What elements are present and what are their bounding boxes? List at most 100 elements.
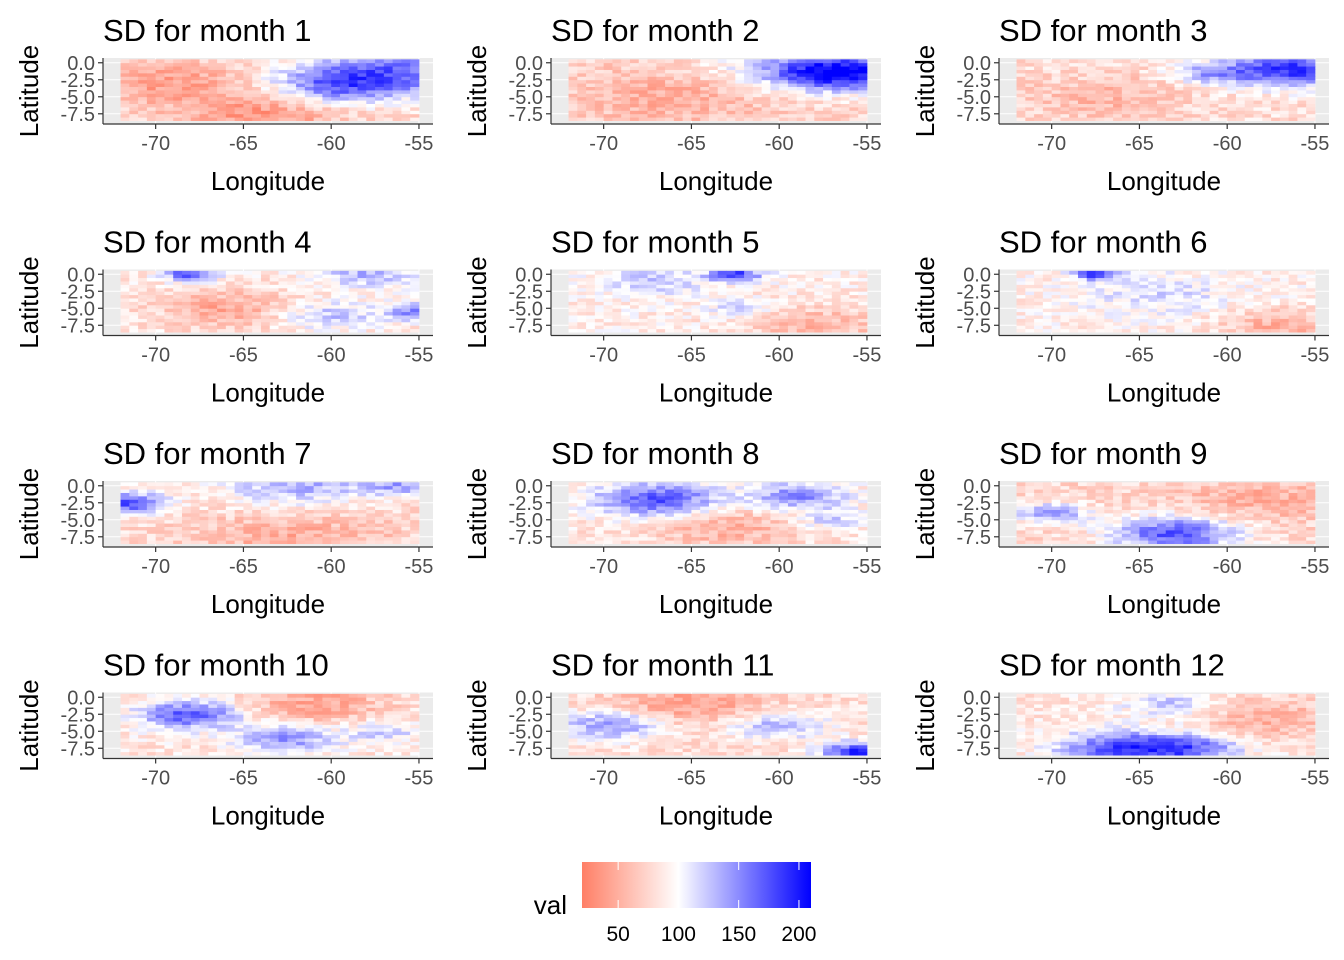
- heatmap-cell: [717, 76, 727, 81]
- heatmap-cell: [278, 489, 288, 493]
- heatmap-cell: [120, 311, 130, 316]
- heatmap-cell: [823, 315, 833, 319]
- heatmap-cell: [208, 287, 218, 292]
- heatmap-cell: [243, 103, 253, 108]
- heatmap-cell: [190, 281, 200, 285]
- heatmap-cell: [586, 277, 596, 282]
- heatmap-cell: [629, 79, 640, 84]
- heatmap-cell: [348, 72, 358, 77]
- heatmap-cell: [1244, 284, 1254, 289]
- heatmap-cell: [392, 509, 402, 514]
- heatmap-cell: [278, 270, 288, 275]
- heatmap-cell: [735, 533, 745, 538]
- heatmap-cell: [638, 304, 648, 309]
- heatmap-cell: [577, 110, 587, 115]
- heatmap-cell: [770, 270, 780, 275]
- heatmap-cell: [181, 325, 192, 330]
- heatmap-cell: [779, 59, 789, 64]
- heatmap-cell: [138, 86, 148, 91]
- heatmap-cell: [208, 291, 218, 296]
- heatmap-cell: [726, 298, 736, 302]
- heatmap-cell: [366, 79, 376, 84]
- heatmap-cell: [1192, 79, 1202, 84]
- heatmap-cell: [840, 294, 850, 299]
- heatmap-cell: [1042, 321, 1053, 326]
- heatmap-cell: [181, 301, 192, 306]
- heatmap-cell: [164, 281, 174, 285]
- heatmap-cell: [138, 311, 148, 316]
- heatmap-cell: [348, 281, 358, 285]
- heatmap-cell: [322, 529, 332, 534]
- heatmap-cell: [269, 298, 279, 302]
- heatmap-cell: [1218, 86, 1228, 91]
- heatmap-cell: [823, 291, 833, 296]
- heatmap-cell: [752, 489, 763, 493]
- heatmap-cell: [331, 298, 341, 302]
- heatmap-cell: [673, 59, 684, 64]
- heatmap-cell: [199, 103, 209, 108]
- heatmap-cell: [744, 536, 754, 541]
- heatmap-cell: [1297, 106, 1307, 111]
- heatmap-cell: [164, 106, 174, 111]
- heatmap-cell: [647, 536, 657, 541]
- heatmap-cell: [629, 301, 640, 306]
- heatmap-cell: [638, 321, 648, 326]
- heatmap-cell: [243, 113, 253, 118]
- heatmap-cell: [348, 274, 358, 279]
- heatmap-cell: [770, 59, 780, 64]
- heatmap-cell: [217, 526, 227, 531]
- heatmap-cell: [814, 311, 824, 316]
- heatmap-cell: [1016, 291, 1026, 296]
- heatmap-cell: [594, 301, 605, 306]
- heatmap-cell: [752, 79, 763, 84]
- heatmap-cell: [410, 72, 420, 77]
- heatmap-cell: [296, 325, 306, 330]
- heatmap-cell: [199, 76, 209, 81]
- heatmap-cell: [138, 93, 148, 98]
- heatmap-cell: [1139, 308, 1149, 313]
- heatmap-cell: [199, 523, 209, 527]
- heatmap-cell: [348, 328, 358, 333]
- heatmap-cell: [1271, 103, 1281, 108]
- heatmap-cell: [1271, 86, 1281, 91]
- heatmap-cell: [805, 83, 815, 87]
- heatmap-cell: [278, 492, 288, 497]
- heatmap-cell: [234, 284, 244, 289]
- heatmap-cell: [252, 96, 262, 101]
- heatmap-cell: [357, 103, 367, 108]
- heatmap-cell: [805, 270, 815, 275]
- heatmap-cell: [700, 489, 710, 493]
- heatmap-cell: [735, 281, 745, 285]
- heatmap-cell: [217, 489, 227, 493]
- heatmap-cell: [252, 281, 262, 285]
- heatmap-cell: [647, 495, 657, 500]
- heatmap-cell: [260, 523, 271, 527]
- heatmap-cell: [1095, 83, 1105, 87]
- heatmap-cell: [120, 284, 130, 289]
- heatmap-cell: [278, 512, 288, 517]
- heatmap-cell: [225, 298, 236, 302]
- heatmap-cell: [638, 106, 648, 111]
- heatmap-cell: [208, 79, 218, 84]
- heatmap-cell: [383, 502, 394, 507]
- heatmap-cell: [287, 291, 297, 296]
- heatmap-cell: [796, 96, 806, 101]
- heatmap-cell: [1156, 304, 1167, 309]
- heatmap-cell: [155, 79, 165, 84]
- heatmap-cell: [787, 315, 798, 319]
- heatmap-cell: [1235, 89, 1246, 94]
- heatmap-cell: [849, 103, 859, 108]
- heatmap-cell: [269, 62, 279, 67]
- heatmap-cell: [234, 83, 244, 87]
- heatmap-cell: [621, 93, 631, 98]
- heatmap-cell: [366, 509, 376, 514]
- heatmap-cell: [708, 512, 719, 517]
- heatmap-cell: [339, 294, 350, 299]
- heatmap-cell: [1218, 96, 1228, 101]
- heatmap-cell: [1156, 79, 1167, 84]
- heatmap-cell: [700, 277, 710, 282]
- heatmap-cell: [770, 86, 780, 91]
- heatmap-cell: [1218, 308, 1228, 313]
- heatmap-cell: [735, 298, 745, 302]
- heatmap-cell: [779, 536, 789, 541]
